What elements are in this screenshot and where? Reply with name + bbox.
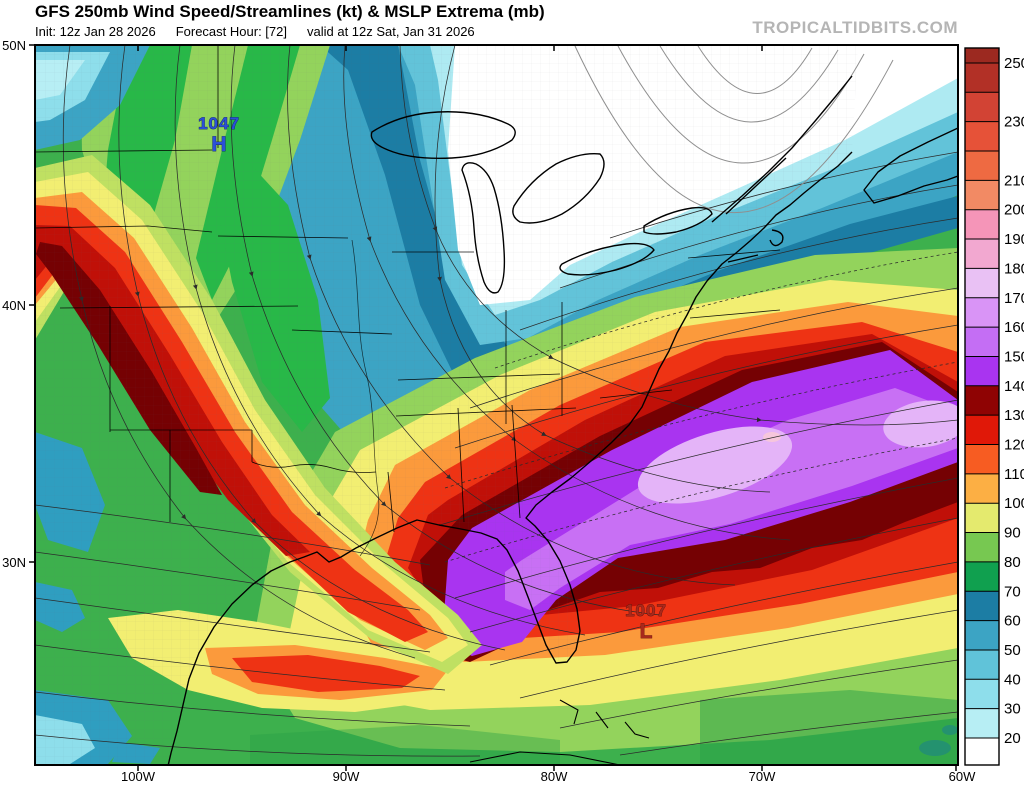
colorbar-cell-70	[965, 561, 999, 592]
colorbar-cell-130	[965, 385, 999, 416]
colorbar-cell-120	[965, 415, 999, 445]
colorbar-label-190: 190	[1004, 231, 1024, 248]
init-time: Init: 12z Jan 28 2026	[35, 24, 156, 39]
colorbar-cell-80	[965, 532, 999, 562]
forecast-hour: Forecast Hour: [72]	[175, 24, 287, 39]
high-pressure-symbol: H	[211, 133, 226, 156]
colorbar-label-50: 50	[1004, 642, 1021, 659]
colorbar-cell-140	[965, 356, 999, 386]
colorbar-cell-150	[965, 327, 999, 357]
colorbar-label-100: 100	[1004, 495, 1024, 512]
colorbar-cell-230	[965, 92, 999, 122]
colorbar-label-250: 250	[1004, 55, 1024, 72]
colorbar-label-200: 200	[1004, 202, 1024, 219]
colorbar-label-80: 80	[1004, 554, 1021, 571]
colorbar-label-130: 130	[1004, 407, 1024, 424]
colorbar-cell-40	[965, 649, 999, 680]
lon-label-100w: 100W	[121, 769, 156, 784]
low-pressure-symbol: L	[640, 620, 653, 643]
high-pressure-value: 1047	[198, 114, 240, 133]
colorbar-cell-210	[965, 151, 999, 181]
low-pressure-value: 1007	[625, 601, 667, 620]
colorbar-label-150: 150	[1004, 348, 1024, 365]
lat-label-50n: 50N	[2, 38, 26, 53]
ridge-streamline-arcs	[574, 45, 894, 214]
lon-label-80w: 80W	[541, 769, 568, 784]
colorbar-label-60: 60	[1004, 613, 1021, 630]
colorbar-border	[964, 47, 1000, 766]
wind-speed-field	[35, 45, 958, 765]
colorbar-cell-250	[965, 48, 999, 63]
colorbar-label-210: 210	[1004, 172, 1024, 189]
colorbar-cell-min	[965, 738, 999, 765]
colorbar-cell-30	[965, 679, 999, 709]
colorbar-cell-180	[965, 239, 999, 269]
colorbar: 250 230 210 200 190 180 170 160 150 140 130 120 110 1…	[964, 47, 1024, 766]
colorbar-label-140: 140	[1004, 378, 1024, 395]
mslp-extrema: 1047 H 1007 L	[198, 114, 667, 644]
colorbar-cell-200	[965, 180, 999, 210]
colorbar-cell-110	[965, 444, 999, 474]
colorbar-label-30: 30	[1004, 701, 1021, 718]
colorbar-label-120: 120	[1004, 437, 1024, 454]
colorbar-cell-160	[965, 297, 999, 328]
watermark: TROPICALTIDBITS.COM	[752, 18, 958, 37]
colorbar-label-160: 160	[1004, 319, 1024, 336]
colorbar-label-180: 180	[1004, 260, 1024, 277]
colorbar-label-20: 20	[1004, 730, 1021, 747]
valid-time: valid at 12z Sat, Jan 31 2026	[306, 24, 475, 39]
colorbar-label-90: 90	[1004, 525, 1021, 542]
colorbar-cell-220	[965, 121, 999, 151]
colorbar-cell-90	[965, 503, 999, 533]
lon-label-70w: 70W	[749, 769, 776, 784]
map-subtitle: Init: 12z Jan 28 2026 Forecast Hour: [72…	[35, 24, 475, 39]
colorbar-label-110: 110	[1004, 466, 1024, 483]
colorbar-cell-170	[965, 268, 999, 298]
colorbar-label-40: 40	[1004, 671, 1021, 688]
colorbar-cell-100	[965, 473, 999, 504]
colorbar-cell-190	[965, 209, 999, 240]
colorbar-cell-240	[965, 62, 999, 93]
coastlines	[167, 75, 958, 765]
lat-label-40n: 40N	[2, 298, 26, 313]
lon-label-90w: 90W	[333, 769, 360, 784]
lon-label-60w: 60W	[949, 769, 976, 784]
lat-label-30n: 30N	[2, 555, 26, 570]
state-borders	[35, 45, 781, 557]
map-frame	[34, 44, 959, 766]
colorbar-cell-50	[965, 620, 999, 650]
colorbar-label-170: 170	[1004, 290, 1024, 307]
colorbar-label-70: 70	[1004, 583, 1021, 600]
colorbar-label-230: 230	[1004, 114, 1024, 131]
colorbar-cell-60	[965, 591, 999, 621]
axis-labels: 50N 40N 30N 100W 90W 80W 70W 60W	[2, 38, 976, 784]
map-title: GFS 250mb Wind Speed/Streamlines (kt) & …	[35, 2, 545, 21]
colorbar-cell-20	[965, 708, 999, 738]
axis-ticks	[29, 44, 957, 771]
